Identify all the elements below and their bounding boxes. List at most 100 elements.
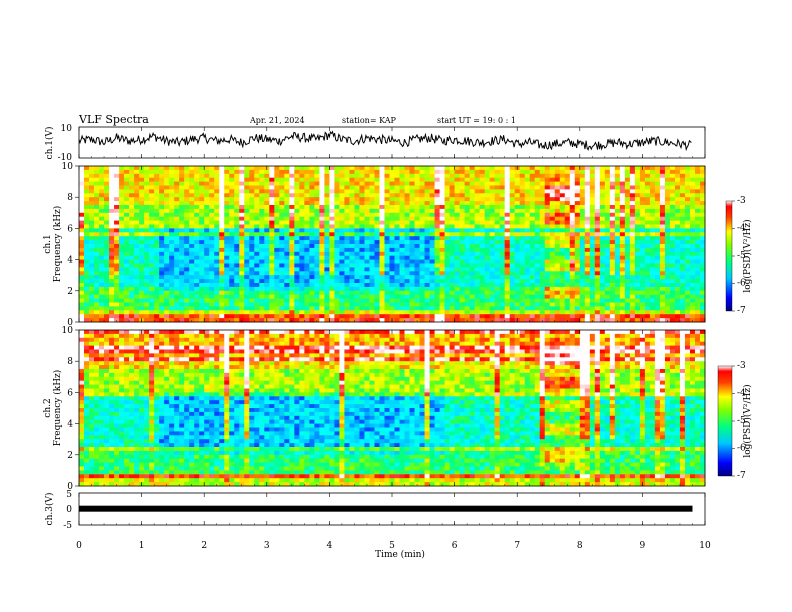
spectrogram-cell: [184, 205, 190, 210]
spectrogram-cell: [564, 173, 571, 179]
spectrogram-cell: [334, 220, 340, 225]
spectrogram-cell: [474, 228, 481, 233]
spectrogram-cell: [469, 310, 476, 315]
spectrogram-cell: [89, 189, 95, 194]
spectrogram-cell: [669, 181, 676, 186]
spectrogram-cell: [474, 236, 481, 241]
spectrogram-cell: [524, 166, 531, 171]
spectrogram-cell: [154, 224, 160, 229]
spectrogram-cell: [174, 189, 180, 194]
spectrogram-cell: [549, 286, 556, 292]
spectrogram-cell: [194, 208, 200, 214]
spectrogram-cell: [189, 197, 195, 202]
spectrogram-cell: [84, 294, 90, 299]
spectrogram-cell: [404, 228, 410, 233]
spectrogram-cell: [564, 247, 571, 253]
spectrogram-cell: [654, 181, 661, 186]
spectrogram-cell: [484, 224, 491, 229]
spectrogram-cell: [89, 166, 95, 171]
spectrogram-cell: [209, 201, 215, 206]
spectrogram-cell: [554, 189, 561, 194]
spectrogram-cell: [544, 318, 551, 323]
spectrogram-cell: [139, 279, 145, 284]
spectrogram-cell: [609, 263, 616, 268]
spectrogram-cell: [234, 275, 240, 280]
spectrogram-cell: [379, 236, 385, 241]
spectrogram-cell: [434, 236, 440, 241]
spectrogram-cell: [334, 275, 340, 280]
spectrogram-cell: [399, 193, 405, 198]
spectrogram-cell: [649, 294, 656, 299]
spectrogram-cell: [119, 212, 125, 218]
spectrogram-cell: [399, 251, 405, 257]
spectrogram-cell: [629, 193, 636, 198]
spectrogram-cell: [274, 240, 280, 245]
spectrogram-cell: [494, 212, 501, 218]
spectrogram-cell: [174, 216, 180, 221]
spectrogram-cell: [664, 228, 671, 233]
spectrogram-cell: [299, 290, 305, 296]
spectrogram-cell: [634, 244, 641, 249]
spectrogram-cell: [189, 181, 195, 186]
spectrogram-cell: [629, 298, 636, 303]
spectrogram-cell: [499, 255, 506, 260]
spectrogram-cell: [154, 247, 160, 253]
spectrogram-cell: [434, 169, 440, 175]
spectrogram-cell: [569, 247, 576, 253]
spectrogram-cell: [579, 205, 586, 210]
spectrogram-cell: [549, 267, 556, 272]
spectrogram-cell: [209, 185, 215, 190]
spectrogram-cell: [424, 173, 430, 179]
spectrogram-cell: [264, 310, 270, 315]
spectrogram-cell: [639, 205, 646, 210]
spectrogram-cell: [239, 166, 245, 171]
spectrogram-cell: [664, 310, 671, 315]
spectrogram-cell: [259, 177, 265, 182]
spectrogram-cell: [329, 177, 335, 182]
spectrogram-cell: [464, 173, 471, 179]
spectrogram-cell: [514, 236, 521, 241]
spectrogram-cell: [224, 267, 230, 272]
spectrogram-cell: [329, 294, 335, 299]
spectrogram-cell: [579, 271, 586, 276]
spectrogram-cell: [179, 224, 185, 229]
spectrogram-cell: [459, 220, 466, 225]
spectrogram-cell: [504, 263, 511, 268]
spectrogram-cell: [444, 267, 450, 272]
spectrogram-cell: [129, 236, 135, 241]
spectrogram-cell: [114, 224, 120, 229]
spectrogram-cell: [589, 177, 596, 182]
spectrogram-cell: [179, 310, 185, 315]
spectrogram-cell: [414, 212, 420, 218]
spectrogram-cell: [119, 236, 125, 241]
spectrogram-cell: [179, 185, 185, 190]
spectrogram-cell: [334, 166, 340, 171]
spectrogram-cell: [404, 271, 410, 276]
spectrogram-cell: [289, 201, 295, 206]
spectrogram-cell: [619, 177, 626, 182]
spectrogram-cell: [144, 244, 150, 249]
spectrogram-cell: [549, 263, 556, 268]
spectrogram-cell: [539, 189, 546, 194]
spectrogram-cell: [279, 169, 285, 175]
spectrogram-cell: [134, 216, 140, 221]
spectrogram-cell: [534, 302, 541, 307]
spectrogram-cell: [504, 166, 511, 171]
spectrogram-cell: [209, 275, 215, 280]
spectrogram-cell: [194, 259, 200, 264]
spectrogram-cell: [439, 212, 445, 218]
spectrogram-cell: [449, 208, 455, 214]
spectrogram-cell: [609, 216, 616, 221]
spectrogram-cell: [384, 302, 390, 307]
spectrogram-cell: [619, 244, 626, 249]
spectrogram-cell: [304, 228, 310, 233]
spectrogram-cell: [454, 212, 461, 218]
spectrogram-cell: [279, 185, 285, 190]
spectrogram-cell: [249, 286, 255, 292]
spectrogram-cell: [354, 212, 360, 218]
spectrogram-cell: [264, 193, 270, 198]
spectrogram-cell: [149, 251, 155, 257]
spectrogram-cell: [654, 220, 661, 225]
spectrogram-cell: [509, 185, 516, 190]
spectrogram-cell: [114, 177, 120, 182]
